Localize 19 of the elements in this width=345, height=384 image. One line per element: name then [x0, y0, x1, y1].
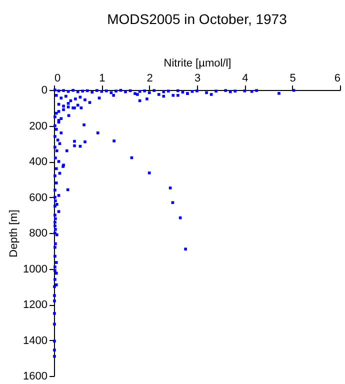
- x-tick-label: 5: [290, 72, 296, 84]
- y-tick-label: 1600: [23, 370, 48, 382]
- y-tick-label: 1000: [23, 263, 48, 276]
- y-tick-label: 200: [29, 120, 48, 132]
- y-axis-title: Depth [m]: [8, 210, 20, 258]
- y-tick-label: 1200: [23, 299, 48, 311]
- x-tick-label: 6: [334, 72, 340, 84]
- chart-title: MODS2005 in October, 1973: [107, 11, 288, 27]
- y-tick-label: 600: [29, 192, 48, 204]
- y-tick-label: 400: [29, 156, 48, 168]
- y-tick-label: 0: [41, 84, 48, 96]
- x-axis-title: Nitrite [µmol/l]: [164, 58, 232, 70]
- x-tick-label: 2: [146, 72, 153, 84]
- x-tick-label: 3: [194, 72, 201, 84]
- y-tick-label: 800: [29, 228, 48, 240]
- x-tick-label: 4: [242, 72, 248, 84]
- y-tick-label: 1400: [23, 334, 48, 347]
- x-tick-label: 1: [99, 72, 106, 84]
- x-tick-label: 0: [54, 72, 61, 84]
